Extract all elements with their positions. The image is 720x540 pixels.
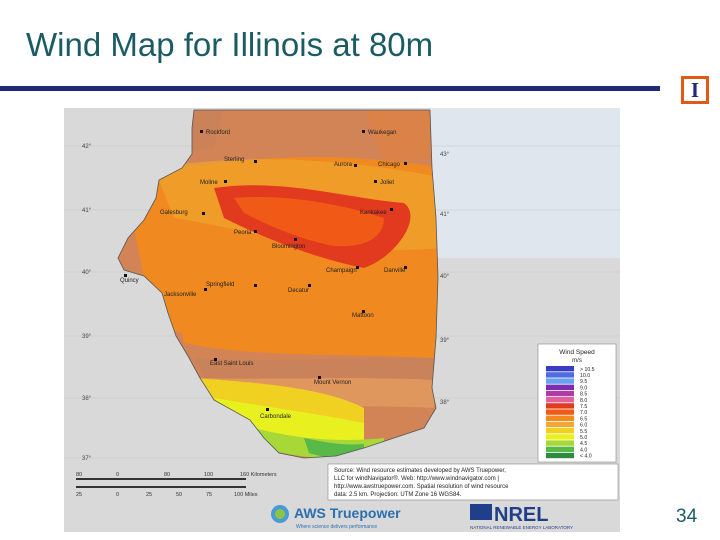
lake-michigan — [430, 108, 620, 258]
legend-swatch — [546, 421, 574, 428]
legend-label: 8.0 — [580, 398, 587, 404]
city-label: Champaign — [326, 268, 357, 274]
city-label: Moline — [200, 180, 218, 186]
city-label: Rockford — [206, 130, 230, 136]
source-line: LLC for windNavigator®. Web: http://www.… — [334, 475, 499, 482]
legend-label: 6.0 — [580, 423, 587, 429]
university-logo: I — [681, 76, 709, 104]
title-rule — [0, 86, 660, 91]
city-label: Kankakee — [360, 210, 387, 216]
city-label: Danville — [384, 268, 406, 274]
legend-swatch — [546, 366, 574, 372]
legend-unit: m/s — [572, 358, 582, 364]
city-label: Galesburg — [160, 210, 188, 216]
page-number: 34 — [676, 506, 698, 527]
illinois-border — [117, 109, 439, 459]
city-label: Springfield — [206, 282, 234, 288]
legend-label: 8.5 — [580, 392, 587, 398]
legend-title: Wind Speed — [559, 349, 595, 356]
lat-label-right: 43° — [440, 152, 450, 158]
wind-map-svg: 42° 41° 40° 39° 38° 37° 43° 41° 40° 39° … — [64, 108, 620, 532]
city-label: Mount Vernon — [314, 380, 351, 386]
scale-bar: 80 0 80 100 160 Kilometers 25 0 25 50 75… — [76, 472, 277, 498]
legend-swatch — [546, 452, 574, 459]
city-label: Joliet — [380, 180, 394, 186]
city-label: Carbondale — [260, 414, 292, 420]
legend-label: 7.5 — [580, 404, 587, 410]
city-label: Jacksonville — [164, 292, 197, 298]
legend-swatch — [546, 390, 574, 397]
legend-swatch — [546, 384, 574, 390]
legend-label: 5.0 — [580, 435, 587, 441]
aws-truepower-logo: AWS Truepower Where science delivers per… — [271, 505, 401, 530]
legend-label: 6.5 — [580, 416, 587, 422]
lat-label-right: 39° — [440, 338, 450, 344]
legend-label: 7.0 — [580, 410, 587, 416]
logo-letter: I — [684, 79, 706, 101]
legend-label: 5.5 — [580, 429, 587, 435]
city-label: Peoria — [234, 230, 252, 236]
legend-label: 10.0 — [580, 373, 590, 379]
lat-label: 41° — [82, 208, 92, 214]
nrel-logo-text: NREL — [494, 504, 548, 526]
city-label: Waukegan — [368, 130, 396, 136]
lat-label: 40° — [82, 270, 92, 276]
legend-swatch — [546, 403, 574, 409]
city-label: Quincy — [120, 278, 139, 284]
scale-km-label: 100 — [204, 472, 213, 478]
legend-swatch — [546, 372, 574, 378]
source-line: Source: Wind resource estimates develope… — [334, 468, 506, 474]
lat-label: 39° — [82, 334, 92, 340]
legend-swatch — [546, 434, 574, 440]
nrel-tagline: NATIONAL RENEWABLE ENERGY LABORATORY — [470, 525, 573, 530]
city-label: Decatur — [288, 288, 309, 294]
source-box: Source: Wind resource estimates develope… — [327, 463, 619, 501]
aws-logo-text: AWS Truepower — [294, 505, 401, 521]
scale-mi-label: 0 — [116, 492, 119, 498]
legend-swatch — [546, 446, 574, 452]
city-label: Aurora — [334, 162, 353, 168]
scale-mi-label: 100 Miles — [234, 492, 258, 498]
legend-swatch — [546, 440, 574, 446]
scale-km-label: 80 — [164, 472, 170, 478]
city-label: Bloomington — [272, 244, 305, 250]
lat-label: 42° — [82, 144, 92, 150]
scale-mi-label: 50 — [176, 492, 182, 498]
city-label: East Saint Louis — [210, 361, 253, 367]
scale-km-label: 160 Kilometers — [240, 472, 277, 478]
lat-label-right: 41° — [440, 212, 450, 218]
legend-swatch — [546, 378, 574, 384]
legend-label: 4.0 — [580, 447, 587, 453]
source-line: http://www.awstruepower.com. Spatial res… — [334, 484, 509, 490]
city-label: Sterling — [224, 157, 244, 163]
legend-swatch — [546, 409, 574, 415]
source-line: data: 2.5 km. Projection: UTM Zone 16 WG… — [334, 492, 462, 498]
legend-label: 9.5 — [580, 379, 587, 385]
legend-swatch — [546, 397, 574, 403]
lat-label: 38° — [82, 396, 92, 402]
scale-mi-label: 75 — [206, 492, 212, 498]
legend-swatch — [546, 428, 574, 434]
legend-label: < 4.0 — [580, 454, 592, 460]
city-label: Chicago — [378, 162, 401, 168]
lat-label-right: 40° — [440, 274, 450, 280]
lat-label: 37° — [82, 456, 92, 462]
legend-label: 9.0 — [580, 385, 587, 391]
legend-label: 4.5 — [580, 441, 587, 447]
nrel-logo: NREL NATIONAL RENEWABLE ENERGY LABORATOR… — [470, 504, 573, 530]
slide-title: Wind Map for Illinois at 80m — [26, 26, 434, 63]
scale-mi-label: 25 — [146, 492, 152, 498]
legend-swatch — [546, 415, 574, 421]
legend-label: > 10.5 — [580, 367, 595, 373]
lat-label-right: 38° — [440, 400, 450, 406]
scale-km-label: 0 — [116, 472, 119, 478]
aws-tagline: Where science delivers performance — [296, 524, 377, 530]
scale-km-label: 80 — [76, 472, 82, 478]
city-label: Mattoon — [352, 313, 374, 319]
wind-map-image: 42° 41° 40° 39° 38° 37° 43° 41° 40° 39° … — [64, 108, 620, 532]
wind-speed-legend: Wind Speed m/s > 10.510.09.59.08.58.07.5… — [537, 343, 617, 463]
scale-mi-label: 25 — [76, 492, 82, 498]
